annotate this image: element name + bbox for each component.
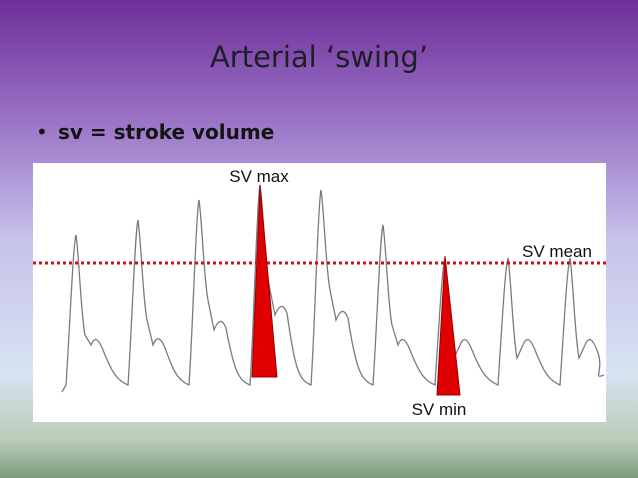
- bullet-marker: •: [36, 120, 48, 144]
- sv-max-area: [251, 184, 278, 378]
- bullet-text: sv = stroke volume: [58, 120, 275, 144]
- slide-title: Arterial ‘swing’: [209, 40, 429, 74]
- sv-min-area: [436, 255, 461, 396]
- bullet: • sv = stroke volume: [36, 120, 274, 144]
- sv-max-label: SV max: [229, 167, 289, 186]
- sv-min-label: SV min: [412, 400, 467, 419]
- sv-mean-label: SV mean: [522, 242, 592, 261]
- pressure-waveform: [61, 184, 605, 393]
